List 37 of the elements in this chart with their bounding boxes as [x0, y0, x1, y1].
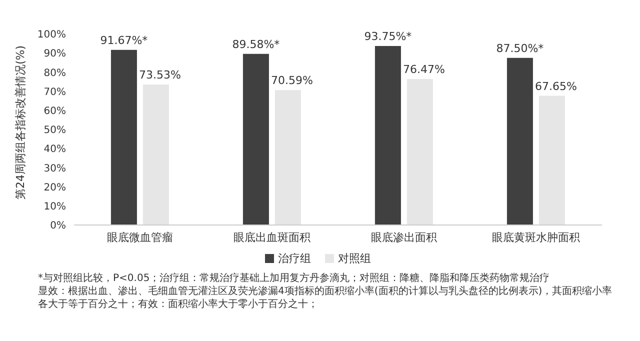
y-tick-label: 60%: [44, 106, 66, 117]
x-tick-label: 眼底微血管瘤: [107, 230, 173, 244]
bar: [374, 46, 401, 225]
data-label: 89.58%*: [232, 38, 280, 51]
y-tick-label: 100%: [37, 30, 66, 41]
y-tick-label: 70%: [44, 86, 66, 98]
y-tick-label: 90%: [44, 48, 66, 60]
text: *与对照组比较，P<0.05；治疗组：常规治疗基础上加用复方丹参滴丸；对照组：降糖、降脂和降压类药物常规治疗: [38, 272, 551, 285]
y-tick-label: 20%: [44, 182, 66, 194]
x-tick-label: 眼底出血斑面积: [234, 230, 310, 244]
legend-label: 治疗组: [277, 251, 311, 266]
x-tick-label: 眼底渗出面积: [371, 230, 437, 244]
data-label: 70.59%: [270, 74, 313, 88]
data-label: 93.75%*: [364, 30, 412, 43]
bar: [110, 50, 137, 225]
data-label: 67.65%: [534, 80, 577, 93]
y-tick-label: 40%: [44, 144, 66, 156]
data-label: 76.47%: [402, 62, 445, 76]
y-axis-title: 第24周两组各指标改善情况(%): [14, 45, 27, 200]
bar: [538, 96, 565, 225]
bar: [274, 90, 301, 225]
text: 显效：根据出血、渗出、毛细血管无灌注区及荧光渗漏4项指标的面积缩小率(面积的计算以与乳头盘径的比例表示)，其面积缩小率: [38, 285, 614, 298]
bar: [506, 58, 533, 225]
data-label: 91.67%*: [100, 34, 148, 47]
text: 各大于等于百分之十；有效：面积缩小率大于零小于百分之十；: [38, 298, 319, 311]
legend-label: 对照组: [337, 251, 371, 266]
bar: [406, 78, 433, 225]
y-tick-label: 50%: [44, 125, 66, 136]
bar: [242, 54, 269, 225]
data-label: 73.53%: [138, 68, 181, 82]
y-tick-label: 10%: [44, 201, 66, 212]
y-tick-label: 30%: [44, 163, 66, 174]
bar: [142, 84, 169, 225]
y-tick-label: 80%: [44, 68, 66, 79]
data-label: 87.50%*: [496, 42, 544, 55]
x-tick-label: 眼底黄斑水肿面积: [492, 230, 580, 244]
y-tick-label: 0%: [50, 220, 66, 232]
